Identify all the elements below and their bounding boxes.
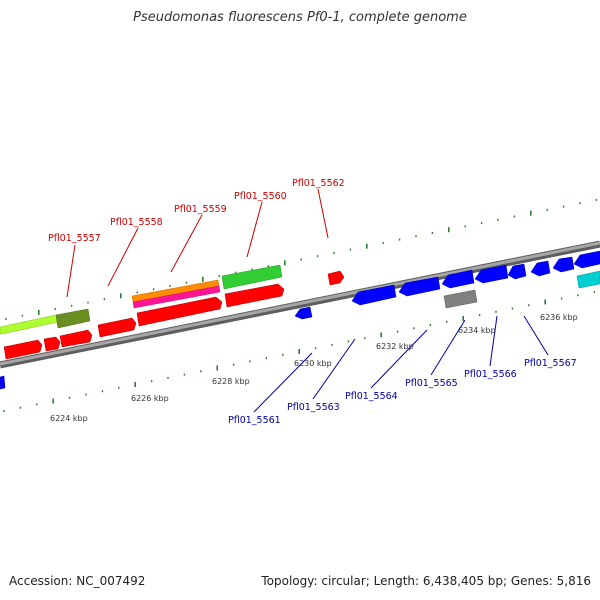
outer-tick-track	[5, 198, 598, 320]
gene-feature[interactable]	[474, 264, 509, 284]
genome-summary-text: Topology: circular; Length: 6,438,405 bp…	[261, 574, 591, 588]
gene-feature[interactable]	[576, 270, 600, 289]
gene-feature[interactable]	[441, 269, 475, 289]
gene-label-reverse[interactable]: Pfl01_5563	[287, 402, 340, 413]
tick-label: 6234 kbp	[458, 326, 496, 335]
gene-label-reverse[interactable]: Pfl01_5564	[345, 391, 398, 402]
gene-feature[interactable]	[3, 339, 43, 360]
forward-gene-labels: Pfl01_5557 Pfl01_5558 Pfl01_5559 Pfl01_5…	[48, 178, 345, 298]
gene-label-reverse[interactable]: Pfl01_5565	[405, 378, 458, 389]
gene-feature[interactable]	[530, 260, 551, 277]
gene-feature[interactable]	[294, 306, 313, 320]
gene-feature[interactable]	[55, 308, 91, 329]
gene-label-forward[interactable]: Pfl01_5560	[234, 191, 287, 202]
tick-label: 6236 kbp	[540, 313, 578, 322]
gene-label-forward[interactable]: Pfl01_5559	[174, 204, 227, 215]
tick-label: 6232 kbp	[376, 342, 414, 351]
reverse-gene-labels: Pfl01_5561 Pfl01_5563 Pfl01_5564 Pfl01_5…	[228, 315, 577, 426]
genome-backbone	[0, 240, 600, 369]
gene-feature[interactable]	[443, 289, 478, 309]
gene-feature[interactable]	[398, 276, 441, 297]
gene-label-forward[interactable]: Pfl01_5558	[110, 217, 163, 228]
tick-label: 6230 kbp	[294, 359, 332, 368]
tick-label: 6228 kbp	[212, 377, 250, 386]
accession-text: Accession: NC_007492	[9, 574, 146, 588]
gene-label-reverse[interactable]: Pfl01_5561	[228, 415, 281, 426]
gene-feature[interactable]	[224, 283, 285, 308]
gene-feature[interactable]	[43, 336, 61, 352]
gene-feature[interactable]	[59, 329, 93, 348]
map-title: Pseudomonas fluorescens Pf0-1, complete …	[133, 10, 467, 25]
gene-feature[interactable]	[132, 285, 221, 309]
gene-feature[interactable]	[0, 314, 59, 335]
gene-label-forward[interactable]: Pfl01_5562	[292, 178, 345, 189]
gene-feature[interactable]	[327, 270, 345, 286]
gene-feature[interactable]	[552, 256, 575, 273]
gene-feature[interactable]	[221, 264, 283, 290]
gene-label-reverse[interactable]: Pfl01_5566	[464, 369, 517, 380]
gene-feature[interactable]	[0, 375, 6, 390]
gene-label-forward[interactable]: Pfl01_5557	[48, 233, 101, 244]
tick-labels: 6224 kbp 6226 kbp 6228 kbp 6230 kbp 6232…	[50, 313, 578, 423]
feature-track	[0, 250, 600, 390]
gene-feature[interactable]	[507, 263, 527, 280]
gene-feature[interactable]	[351, 284, 397, 306]
inner-tick-track	[3, 290, 596, 412]
tick-label: 6224 kbp	[50, 414, 88, 423]
tick-label: 6226 kbp	[131, 394, 169, 403]
gene-label-reverse[interactable]: Pfl01_5567	[524, 358, 577, 369]
gene-feature[interactable]	[136, 296, 223, 327]
gene-feature[interactable]	[573, 250, 600, 269]
gene-feature[interactable]	[97, 317, 137, 338]
